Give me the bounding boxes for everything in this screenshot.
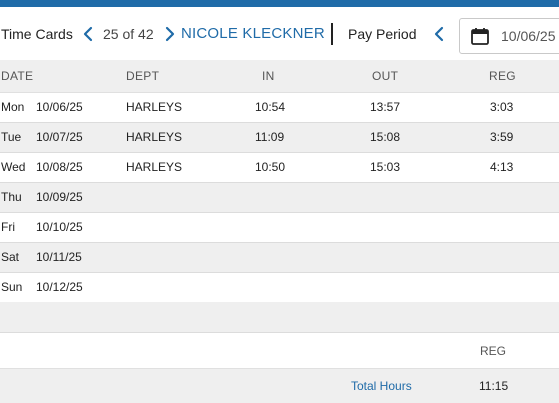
row-date: 10/07/25 bbox=[36, 130, 83, 144]
table-header: DATE DEPT IN OUT REG bbox=[0, 60, 559, 93]
table-row[interactable]: Mon 10/06/25 HARLEYS 10:54 13:57 3:03 bbox=[0, 93, 559, 123]
total-hours-value: 11:15 bbox=[479, 379, 509, 393]
header-divider bbox=[331, 23, 333, 45]
row-day: Wed bbox=[1, 160, 26, 174]
column-header-date[interactable]: DATE bbox=[1, 69, 34, 83]
column-header-in[interactable]: IN bbox=[262, 69, 275, 83]
row-day: Mon bbox=[1, 100, 25, 114]
row-date: 10/06/25 bbox=[36, 100, 83, 114]
total-hours-row: Total Hours 11:15 bbox=[0, 369, 559, 403]
row-day: Fri bbox=[1, 220, 15, 234]
record-position: 25 of 42 bbox=[103, 26, 154, 42]
table-row[interactable]: Thu 10/09/25 bbox=[0, 183, 559, 213]
header-bar: Time Cards 25 of 42 NICOLE KLECKNER Pay … bbox=[0, 7, 559, 60]
table-row[interactable]: Wed 10/08/25 HARLEYS 10:50 15:03 4:13 bbox=[0, 153, 559, 183]
row-day: Sun bbox=[1, 280, 23, 294]
column-header-out[interactable]: OUT bbox=[372, 69, 399, 83]
row-in: 11:09 bbox=[255, 130, 285, 144]
row-date: 10/09/25 bbox=[36, 190, 83, 204]
employee-name-link[interactable]: NICOLE KLECKNER bbox=[181, 25, 325, 42]
pay-period-date-field[interactable]: 10/06/25 bbox=[459, 18, 559, 54]
table-row[interactable]: Tue 10/07/25 HARLEYS 11:09 15:08 3:59 bbox=[0, 123, 559, 153]
table-spacer-row bbox=[0, 302, 559, 333]
summary-header: REG bbox=[0, 333, 559, 369]
row-dept: HARLEYS bbox=[126, 130, 183, 144]
row-in: 10:54 bbox=[255, 100, 286, 114]
row-in: 10:50 bbox=[255, 160, 286, 174]
row-day: Sat bbox=[1, 250, 20, 264]
table-row[interactable]: Fri 10/10/25 bbox=[0, 213, 559, 243]
summary-reg-header: REG bbox=[480, 344, 507, 358]
total-hours-label: Total Hours bbox=[351, 379, 412, 393]
row-dept: HARLEYS bbox=[126, 100, 183, 114]
calendar-icon[interactable] bbox=[470, 26, 490, 46]
top-accent-bar bbox=[0, 0, 559, 7]
chevron-right-icon bbox=[165, 26, 175, 42]
row-date: 10/12/25 bbox=[36, 280, 83, 294]
table-row[interactable]: Sun 10/12/25 bbox=[0, 273, 559, 303]
pay-period-label: Pay Period bbox=[348, 26, 417, 42]
chevron-left-icon bbox=[434, 26, 444, 42]
prev-period-button[interactable] bbox=[432, 24, 446, 44]
row-reg: 3:59 bbox=[490, 130, 514, 144]
column-header-reg[interactable]: REG bbox=[489, 69, 516, 83]
prev-record-button[interactable] bbox=[81, 24, 95, 44]
row-reg: 4:13 bbox=[490, 160, 514, 174]
next-record-button[interactable] bbox=[163, 24, 177, 44]
chevron-left-icon bbox=[83, 26, 93, 42]
row-day: Thu bbox=[1, 190, 22, 204]
row-reg: 3:03 bbox=[490, 100, 514, 114]
row-out: 13:57 bbox=[370, 100, 401, 114]
row-day: Tue bbox=[1, 130, 22, 144]
table-row[interactable]: Sat 10/11/25 bbox=[0, 243, 559, 273]
pay-period-date-value: 10/06/25 bbox=[501, 28, 556, 44]
row-date: 10/11/25 bbox=[36, 250, 82, 264]
page-title: Time Cards bbox=[1, 26, 73, 42]
row-out: 15:08 bbox=[370, 130, 401, 144]
column-header-dept[interactable]: DEPT bbox=[126, 69, 160, 83]
row-dept: HARLEYS bbox=[126, 160, 183, 174]
row-date: 10/10/25 bbox=[36, 220, 83, 234]
row-out: 15:03 bbox=[370, 160, 401, 174]
row-date: 10/08/25 bbox=[36, 160, 83, 174]
